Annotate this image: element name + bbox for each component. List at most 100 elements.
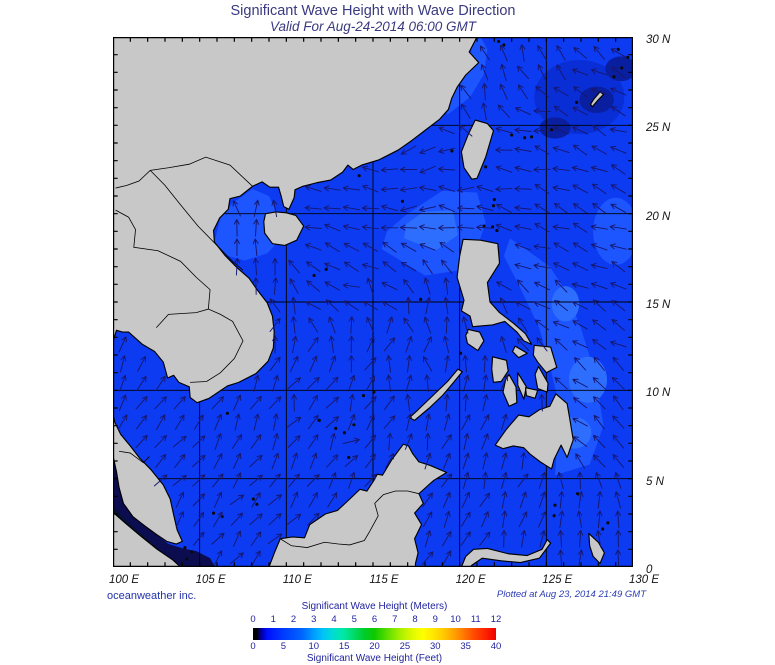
small-island [419, 297, 423, 301]
legend-feet-title: Significant Wave Height (Feet) [306, 653, 443, 664]
feet-tick-10: 10 [308, 641, 320, 652]
meters-tick-10: 10 [450, 614, 461, 625]
meters-tick-9: 9 [432, 614, 438, 625]
lat-label-15n: 15 N [646, 299, 671, 311]
landmass [535, 366, 548, 392]
feet-tick-30: 30 [429, 641, 441, 652]
small-island [357, 174, 361, 178]
feet-tick-0: 0 [250, 641, 256, 652]
meters-tick-12: 12 [490, 614, 502, 625]
lat-label-25n: 25 N [646, 122, 671, 135]
small-island [492, 197, 496, 202]
small-island [450, 149, 454, 153]
landmass [518, 373, 527, 400]
small-island [575, 100, 579, 104]
page-title: Significant Wave Height with Wave Direct… [230, 3, 516, 19]
meters-tick-4: 4 [331, 614, 337, 625]
small-island [400, 199, 405, 203]
country-border [116, 210, 210, 309]
small-island [612, 75, 616, 79]
ocean-shade-blob [551, 286, 580, 322]
meters-tick-2: 2 [290, 614, 297, 625]
lon-label-125e: 125 E [542, 574, 573, 586]
small-island [347, 455, 351, 460]
meters-tick-0: 0 [250, 614, 256, 625]
feet-tick-35: 35 [460, 641, 471, 652]
small-island [491, 225, 495, 229]
feet-tick-15: 15 [338, 641, 350, 652]
landmass [269, 444, 447, 567]
ocean-shade-blob [593, 197, 639, 265]
small-island [458, 351, 463, 355]
meters-tick-6: 6 [371, 614, 378, 625]
small-island [495, 228, 499, 233]
plotted-timestamp: Plotted at Aug 23, 2014 21:49 GMT [496, 589, 646, 600]
landmass [533, 345, 556, 372]
small-island [342, 431, 346, 435]
lat-label-0: 0 [646, 564, 653, 576]
country-border [280, 491, 419, 548]
lon-label-100e: 100 E [108, 574, 140, 586]
landmass [526, 388, 538, 399]
small-island [251, 497, 255, 501]
landmass [492, 357, 508, 383]
meters-tick-3: 3 [311, 614, 317, 625]
lat-label-10n: 10 N [646, 387, 671, 400]
colorbar-gradient [253, 628, 496, 640]
lat-label-20n: 20 N [646, 210, 671, 223]
landmass [264, 212, 304, 246]
small-island [183, 545, 187, 550]
small-island [575, 492, 580, 496]
meters-tick-1: 1 [270, 614, 276, 625]
small-island [324, 267, 328, 271]
meters-tick-5: 5 [351, 614, 357, 625]
country-border [116, 157, 253, 188]
map-area [113, 37, 633, 567]
landmass [513, 346, 528, 357]
ocean-shade-patch [404, 210, 458, 251]
credit-text: oceanweather inc. [107, 590, 197, 602]
landmass [461, 120, 493, 179]
feet-tick-25: 25 [399, 641, 411, 652]
country-border [119, 451, 149, 462]
small-island [620, 66, 624, 70]
feet-tick-20: 20 [369, 641, 380, 652]
small-island [484, 165, 488, 169]
small-island [352, 423, 356, 427]
lat-label-5n: 5 N [646, 475, 664, 488]
small-island [626, 55, 630, 59]
ocean-shade-patch [113, 438, 216, 567]
small-island [372, 390, 376, 394]
small-island [510, 133, 514, 137]
small-island [312, 273, 316, 278]
small-island [255, 502, 259, 506]
small-island [482, 224, 486, 228]
small-island [211, 511, 216, 515]
small-island [317, 418, 321, 422]
lon-label-130e: 130 E [628, 574, 660, 586]
small-island [491, 204, 496, 208]
small-island [606, 521, 610, 525]
lon-label-120e: 120 E [455, 574, 486, 586]
ocean-shade-patch [214, 188, 282, 261]
valid-time-subtitle: Valid For Aug-24-2014 06:00 GMT [269, 19, 477, 34]
degree-ticks [113, 37, 633, 567]
lon-label-105e: 105 E [195, 574, 226, 586]
small-island [552, 514, 556, 518]
country-border [156, 309, 243, 382]
feet-tick-40: 40 [490, 641, 502, 652]
small-island [549, 128, 554, 132]
small-island [334, 426, 338, 430]
small-island [502, 43, 506, 47]
landmass [457, 239, 532, 344]
legend-meters-title: Significant Wave Height (Meters) [301, 601, 448, 612]
landmass [461, 540, 550, 567]
small-island [361, 394, 366, 398]
lon-label-115e: 115 E [369, 574, 399, 586]
ocean-shade-blob [568, 356, 607, 403]
feet-tick-5: 5 [280, 641, 287, 652]
lon-label-110e: 110 E [282, 574, 312, 586]
small-island [185, 557, 189, 561]
small-island [190, 550, 194, 554]
